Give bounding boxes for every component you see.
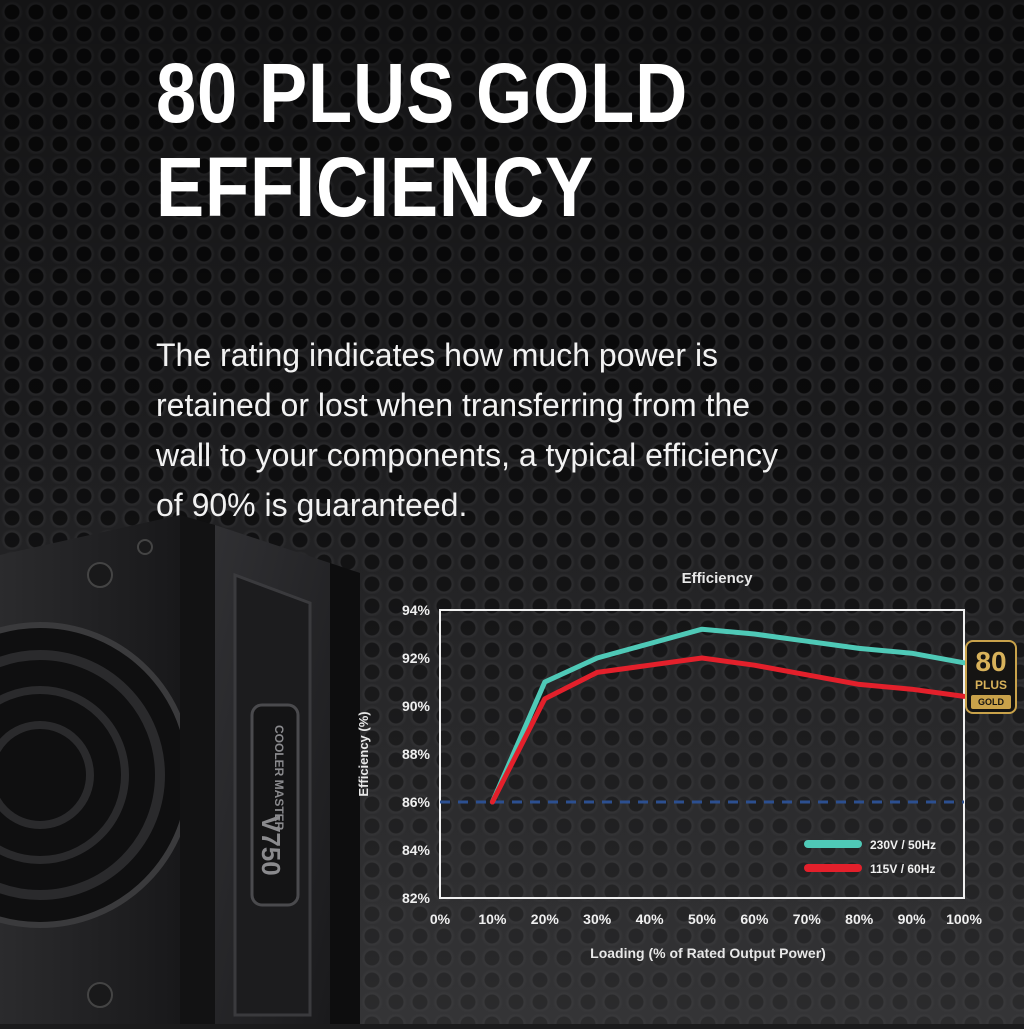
description-line-2: retained or lost when transferring from …: [156, 387, 751, 423]
description-line-3: wall to your components, a typical effic…: [156, 437, 778, 473]
description-line-1: The rating indicates how much power is: [156, 337, 719, 373]
y-tick-label: 88%: [402, 746, 431, 762]
x-tick-label: 0%: [430, 911, 451, 927]
headline: 80 PLUS GOLD EFFICIENCY: [156, 46, 688, 234]
x-tick-label: 10%: [478, 911, 507, 927]
screw-icon: [87, 562, 113, 588]
psu-label-plate: [250, 703, 300, 907]
chart-svg: 82% 84% 86% 88% 90% 92% 94% 0% 10% 20% 30% 40% 50% 60…: [356, 602, 982, 961]
y-axis-label: Efficiency (%): [356, 711, 371, 796]
x-tick-label: 80%: [845, 911, 874, 927]
series-line-230v: [489, 626, 967, 805]
psu-model-text: V750: [256, 815, 286, 876]
x-tick-label: 50%: [688, 911, 717, 927]
x-tick-label: 20%: [531, 911, 560, 927]
x-axis-label: Loading (% of Rated Output Power): [590, 945, 826, 961]
y-tick-label: 82%: [402, 890, 431, 906]
badge-number: 80: [975, 646, 1007, 677]
description: The rating indicates how much power is re…: [156, 330, 916, 530]
80-plus-gold-badge: 80 PLUS GOLD: [965, 640, 1017, 714]
psu-product-image: COOLER MASTER V750: [0, 515, 360, 1024]
headline-line-1: 80 PLUS GOLD: [156, 46, 689, 140]
efficiency-chart: Efficiency 82% 84% 86% 88% 90% 92% 94% 0% 10% 20%…: [340, 560, 1024, 1024]
legend-label: 230V / 50Hz: [870, 838, 936, 852]
chart-title: Efficiency: [681, 570, 753, 587]
x-tick-label: 100%: [946, 911, 982, 927]
screw-icon: [87, 982, 113, 1008]
y-tick-label: 84%: [402, 842, 431, 858]
y-tick-label: 92%: [402, 650, 431, 666]
x-tick-label: 70%: [793, 911, 822, 927]
y-tick-label: 90%: [402, 698, 431, 714]
legend-label: 115V / 60Hz: [870, 862, 935, 876]
x-tick-label: 40%: [636, 911, 665, 927]
x-tick-label: 30%: [583, 911, 612, 927]
psu-brand-text: COOLER MASTER: [272, 725, 286, 831]
badge-plus: PLUS: [974, 678, 1007, 692]
series-line-115v: [489, 655, 967, 805]
y-tick-label: 86%: [402, 794, 431, 810]
x-tick-label: 60%: [740, 911, 769, 927]
description-line-4: of 90% is guaranteed.: [156, 487, 468, 523]
badge-tier: GOLD: [971, 695, 1011, 709]
y-tick-label: 94%: [402, 602, 431, 618]
plot-frame: [439, 609, 965, 899]
headline-line-2: EFFICIENCY: [156, 140, 595, 234]
screw-icon: [137, 539, 153, 555]
x-tick-label: 90%: [898, 911, 927, 927]
